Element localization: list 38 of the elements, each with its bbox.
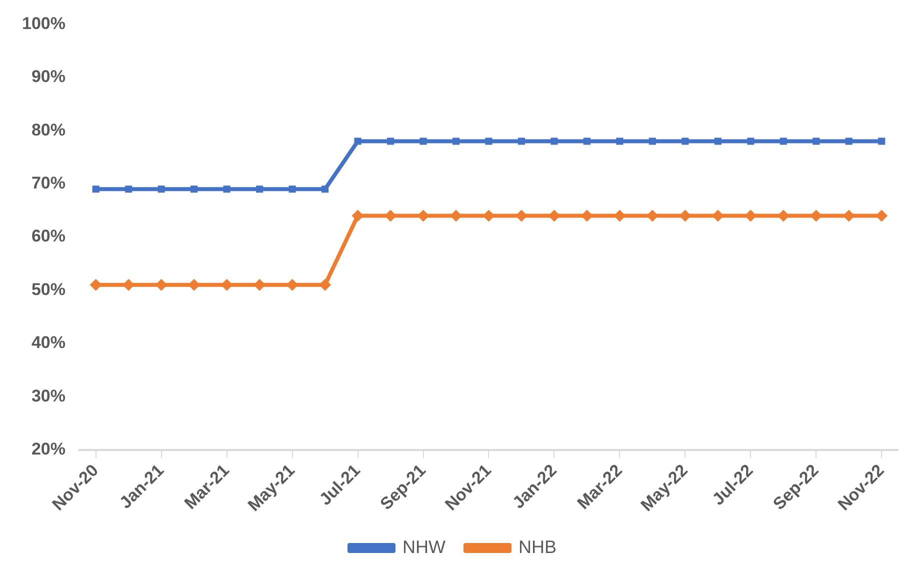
point <box>322 186 329 193</box>
point <box>878 138 886 145</box>
y-tick-label: 70% <box>31 173 66 192</box>
point <box>190 186 198 193</box>
point <box>288 186 296 193</box>
point <box>682 138 689 145</box>
point <box>780 138 787 145</box>
point <box>420 138 427 145</box>
legend-label: NHW <box>402 536 446 557</box>
point <box>452 138 460 145</box>
y-tick-label: 30% <box>31 386 66 406</box>
y-tick-label: 100% <box>22 14 66 33</box>
y-tick-label: 40% <box>31 333 66 352</box>
point <box>125 186 132 193</box>
point <box>714 138 722 145</box>
point <box>386 138 394 145</box>
point <box>747 138 754 145</box>
point <box>450 210 462 222</box>
y-tick-label: 20% <box>31 440 66 459</box>
point <box>812 138 820 145</box>
y-tick-label: 60% <box>31 226 66 246</box>
point <box>92 186 100 193</box>
point <box>583 138 590 145</box>
point <box>485 138 492 145</box>
y-tick-label: 50% <box>31 280 66 299</box>
y-tick-label: 80% <box>31 120 66 140</box>
point <box>648 138 656 145</box>
point <box>319 278 332 291</box>
point <box>223 186 230 193</box>
point <box>518 138 526 145</box>
point <box>616 138 624 145</box>
point <box>550 138 558 145</box>
y-tick-label: 90% <box>31 67 66 86</box>
point <box>354 138 362 145</box>
point <box>158 186 165 193</box>
point <box>845 138 852 145</box>
legend-label: NHB <box>518 536 557 557</box>
point <box>256 186 264 193</box>
